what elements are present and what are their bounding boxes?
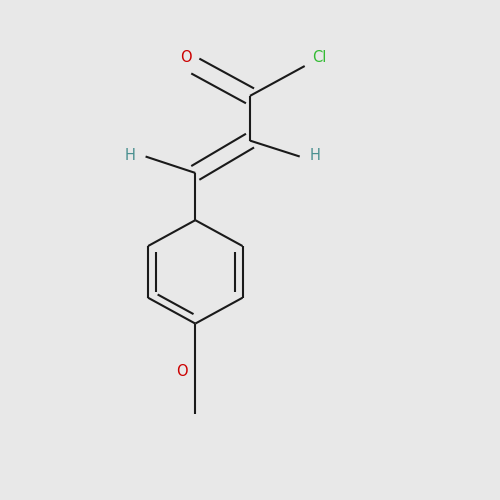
Text: O: O [180, 50, 192, 64]
Text: O: O [176, 364, 188, 379]
Text: Cl: Cl [312, 50, 327, 64]
Text: H: H [125, 148, 136, 162]
Text: H: H [310, 148, 320, 162]
